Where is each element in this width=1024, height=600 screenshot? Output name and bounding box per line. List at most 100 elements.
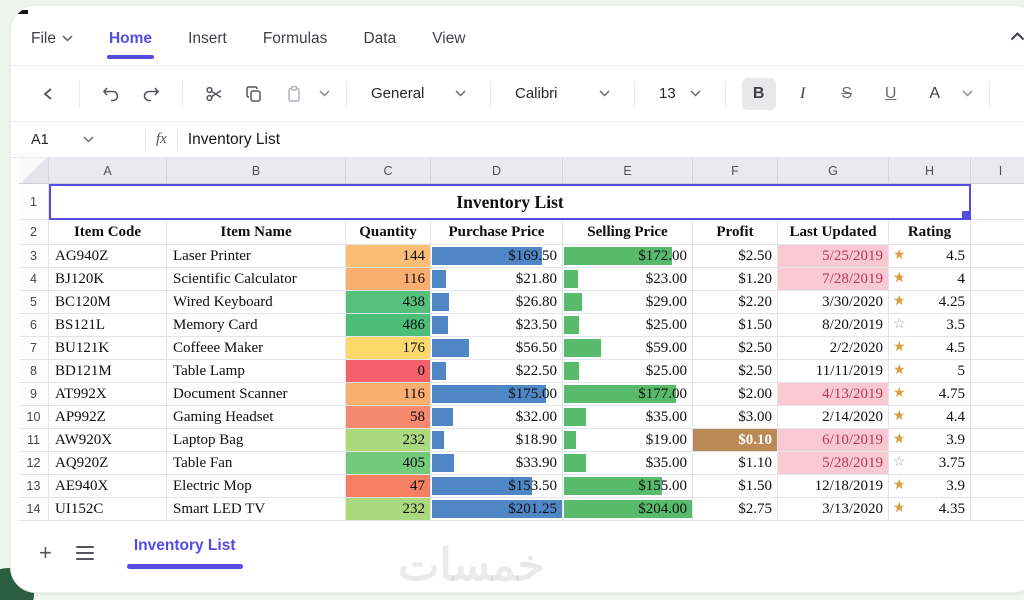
menu-home[interactable]: Home [106,19,155,59]
redo-icon[interactable] [136,79,166,109]
cell-selling-price-9[interactable]: $177.00 [563,383,693,406]
cell-I13[interactable] [971,475,1024,498]
cell-rating-7[interactable]: ★ 4.5 [889,337,971,360]
cell-item-name-7[interactable]: Coffeee Maker [167,337,346,360]
cell-item-name-9[interactable]: Document Scanner [167,383,346,406]
row-header-13[interactable]: 13 [19,475,49,498]
cell-profit-5[interactable]: $2.20 [693,291,778,314]
name-box[interactable]: A1 [31,132,135,148]
cell-rating-8[interactable]: ★ 5 [889,360,971,383]
menu-data[interactable]: Data [363,19,396,59]
cell-purchase-price-10[interactable]: $32.00 [431,406,563,429]
cell-item-code-6[interactable]: BS121L [49,314,167,337]
column-header-E[interactable]: E [563,158,693,184]
copy-icon[interactable] [239,79,269,109]
cell-selling-price-14[interactable]: $204.00 [563,498,693,521]
add-sheet-button[interactable]: + [39,539,52,565]
cell-purchase-price-13[interactable]: $153.50 [431,475,563,498]
cell-I5[interactable] [971,291,1024,314]
sheet-tab-inventory-list[interactable]: Inventory List [126,537,243,569]
cell-item-name-12[interactable]: Table Fan [167,452,346,475]
cell-rating-10[interactable]: ☆★4.4 [889,406,971,429]
row-header-14[interactable]: 14 [19,498,49,521]
strikethrough-button[interactable]: S [841,84,853,102]
cell-rating-6[interactable]: ☆ 3.5 [889,314,971,337]
cell-item-name-14[interactable]: Smart LED TV [167,498,346,521]
row-header-8[interactable]: 8 [19,360,49,383]
header-cell-item-name[interactable]: Item Name [167,220,346,245]
cell-item-code-9[interactable]: AT992X [49,383,167,406]
cell-item-code-8[interactable]: BD121M [49,360,167,383]
cell-item-code-5[interactable]: BC120M [49,291,167,314]
cell-quantity-3[interactable]: 144 [346,245,431,268]
cell-selling-price-4[interactable]: $23.00 [563,268,693,291]
formula-input[interactable]: Inventory List [187,130,281,148]
header-cell-rating[interactable]: Rating [889,220,971,245]
cell-profit-10[interactable]: $3.00 [693,406,778,429]
cell-last-updated-5[interactable]: 3/30/2020 [778,291,889,314]
cell-profit-6[interactable]: $1.50 [693,314,778,337]
cell-item-name-3[interactable]: Laser Printer [167,245,346,268]
bold-button[interactable]: B [741,77,776,110]
cell-profit-9[interactable]: $2.00 [693,383,778,406]
menu-insert[interactable]: Insert [188,19,227,59]
cell-item-name-4[interactable]: Scientific Calculator [167,268,346,291]
cell-rating-4[interactable]: ☆★4 [889,268,971,291]
cell-rating-12[interactable]: ☆ 3.75 [889,452,971,475]
header-cell-selling-price[interactable]: Selling Price [563,220,693,245]
row-header-3[interactable]: 3 [19,245,49,268]
cell-selling-price-12[interactable]: $35.00 [563,452,693,475]
cell-quantity-9[interactable]: 116 [346,383,431,406]
font-color-chevron-icon[interactable] [962,90,973,97]
cell-profit-4[interactable]: $1.20 [693,268,778,291]
cell-I1[interactable] [971,184,1024,220]
cell-selling-price-5[interactable]: $29.00 [563,291,693,314]
cell-item-code-10[interactable]: AP992Z [49,406,167,429]
font-color-button[interactable]: A [12,10,952,110]
cell-last-updated-11[interactable]: 6/10/2019 [778,429,889,452]
header-cell-profit[interactable]: Profit [693,220,778,245]
row-header-9[interactable]: 9 [19,383,49,406]
cell-purchase-price-9[interactable]: $175.00 [431,383,563,406]
cell-I14[interactable] [971,498,1024,521]
cell-selling-price-8[interactable]: $25.00 [563,360,693,383]
cell-I2[interactable] [971,220,1024,245]
cell-last-updated-7[interactable]: 2/2/2020 [778,337,889,360]
cell-profit-8[interactable]: $2.50 [693,360,778,383]
cell-title-merged[interactable]: Inventory List [49,184,971,220]
italic-button[interactable]: I [800,84,806,102]
cell-quantity-7[interactable]: 176 [346,337,431,360]
cell-profit-3[interactable]: $2.50 [693,245,778,268]
row-header-2[interactable]: 2 [19,220,49,245]
row-header-6[interactable]: 6 [19,314,49,337]
column-header-F[interactable]: F [693,158,778,184]
row-header-10[interactable]: 10 [19,406,49,429]
header-cell-quantity[interactable]: Quantity [346,220,431,245]
row-header-4[interactable]: 4 [19,268,49,291]
cell-I11[interactable] [971,429,1024,452]
fx-icon[interactable]: fx [156,131,167,147]
menu-formulas[interactable]: Formulas [263,19,328,59]
column-header-A[interactable]: A [49,158,167,184]
column-header-C[interactable]: C [346,158,431,184]
cell-item-code-11[interactable]: AW920X [49,429,167,452]
cell-selling-price-6[interactable]: $25.00 [563,314,693,337]
cell-quantity-13[interactable]: 47 [346,475,431,498]
cell-last-updated-9[interactable]: 4/13/2019 [778,383,889,406]
cell-purchase-price-11[interactable]: $18.90 [431,429,563,452]
cell-item-code-13[interactable]: AE940X [49,475,167,498]
header-cell-purchase-price[interactable]: Purchase Price [431,220,563,245]
cell-profit-7[interactable]: $2.50 [693,337,778,360]
cell-quantity-8[interactable]: 0 [346,360,431,383]
cell-selling-price-10[interactable]: $35.00 [563,406,693,429]
cell-purchase-price-4[interactable]: $21.80 [431,268,563,291]
undo-icon[interactable] [96,79,126,109]
cell-item-name-6[interactable]: Memory Card [167,314,346,337]
cell-item-name-5[interactable]: Wired Keyboard [167,291,346,314]
cell-selling-price-11[interactable]: $19.00 [563,429,693,452]
cell-quantity-14[interactable]: 232 [346,498,431,521]
collapse-ribbon-icon[interactable] [1010,32,1024,41]
menu-view[interactable]: View [432,19,465,59]
cell-item-code-4[interactable]: BJ120K [49,268,167,291]
cell-I8[interactable] [971,360,1024,383]
